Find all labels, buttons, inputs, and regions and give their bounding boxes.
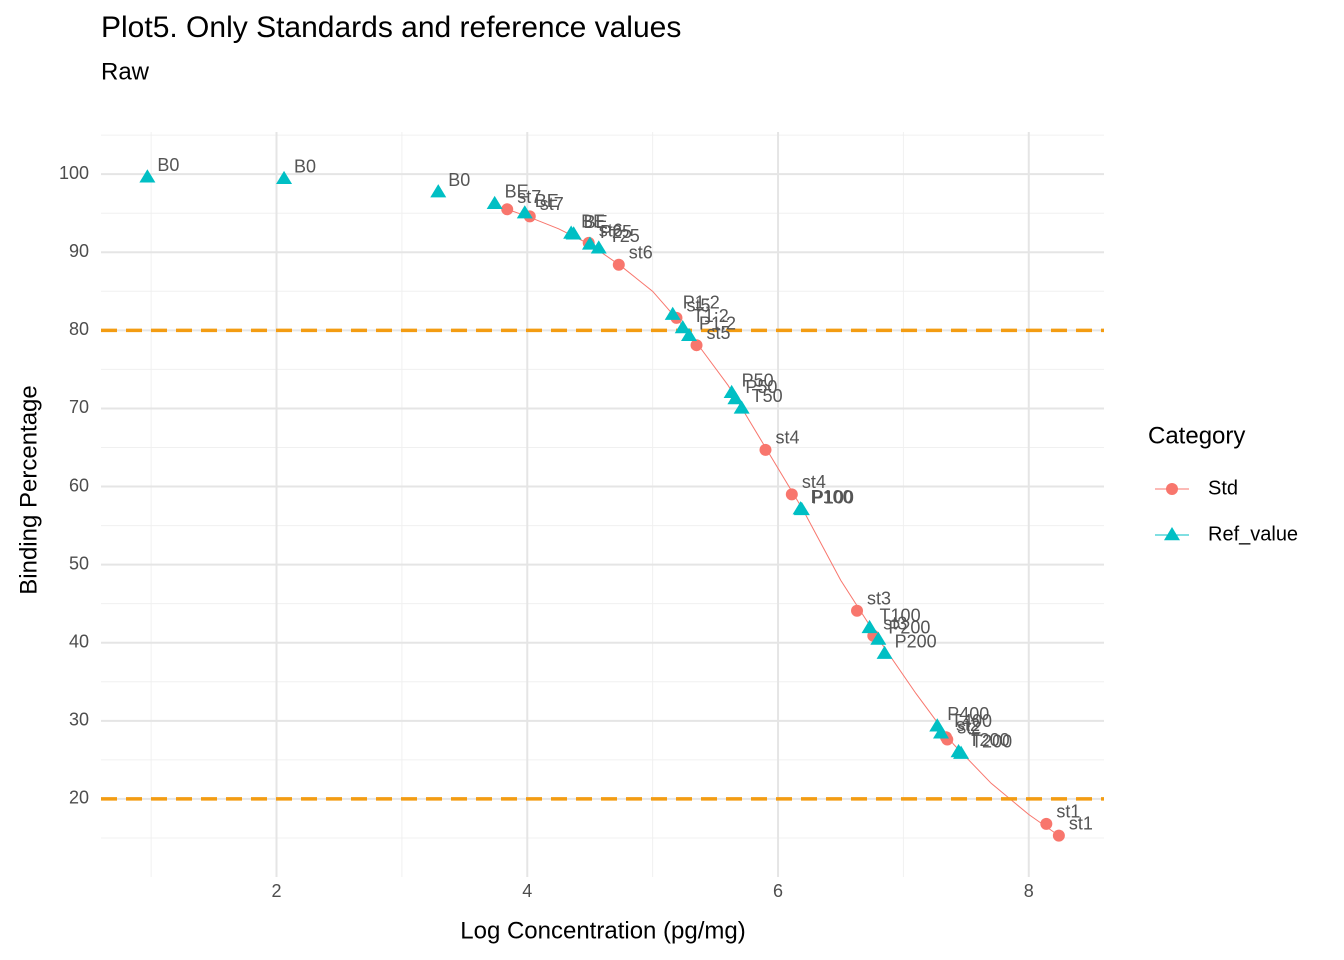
data-point — [681, 327, 698, 342]
point-label: B0 — [448, 170, 470, 190]
point-label: st3 — [883, 613, 907, 633]
point-label: P400 — [947, 704, 989, 724]
data-point — [690, 339, 703, 352]
y-tick-label: 70 — [69, 397, 89, 417]
point-label: P50 — [742, 371, 774, 391]
data-point — [581, 236, 598, 250]
point-label: T50 — [752, 386, 783, 406]
data-point — [861, 619, 878, 634]
data-point — [139, 169, 156, 183]
point-label: B0 — [157, 155, 179, 175]
data-point — [733, 400, 750, 414]
data-point — [664, 306, 681, 320]
point-label: P1:2 — [683, 292, 720, 312]
data-point — [430, 184, 447, 198]
point-label: P200 — [888, 617, 930, 637]
point-label: st1 — [1056, 802, 1080, 822]
point-label: st6 — [599, 221, 623, 241]
point-label: P25 — [600, 222, 632, 242]
point-label: st1 — [1069, 813, 1093, 833]
data-point — [1052, 829, 1065, 842]
point-label: st2 — [957, 717, 981, 737]
data-point — [590, 240, 607, 254]
legend-label: Ref_value — [1208, 523, 1298, 545]
point-label: P50 — [745, 377, 777, 397]
y-tick-label: 20 — [69, 788, 89, 808]
point-label: st6 — [629, 243, 653, 263]
point-label: st3 — [867, 588, 891, 608]
point-label: st7 — [540, 194, 564, 214]
data-point — [870, 631, 887, 645]
y-tick-label: 60 — [69, 475, 89, 495]
point-label: P100 — [811, 487, 853, 507]
data-point — [785, 488, 798, 501]
point-label: T400 — [951, 711, 992, 731]
y-tick-label: 80 — [69, 319, 89, 339]
point-label: st5 — [686, 296, 710, 316]
point-label: st4 — [802, 472, 826, 492]
point-label: BE — [535, 191, 559, 211]
point-label: P1:2 — [699, 314, 736, 334]
data-point — [565, 226, 582, 240]
point-label: BE — [581, 211, 605, 231]
point-label: P200 — [895, 631, 937, 651]
point-label: T25 — [609, 226, 640, 246]
point-label: T1:2 — [693, 306, 729, 326]
chart-title: Plot5. Only Standards and reference valu… — [101, 11, 681, 44]
y-tick-label: 50 — [69, 553, 89, 573]
data-point — [953, 745, 970, 759]
data-point — [727, 391, 744, 405]
point-label: st7 — [517, 187, 541, 207]
y-tick-label: 90 — [69, 241, 89, 261]
data-point — [851, 604, 864, 617]
data-point — [516, 205, 533, 219]
y-tick-label: 40 — [69, 631, 89, 651]
data-point — [1040, 817, 1053, 830]
point-label: T200 — [969, 730, 1010, 750]
data-point — [674, 320, 691, 334]
point-label: st5 — [707, 323, 731, 343]
data-point — [876, 645, 893, 659]
x-axis-title: Log Concentration (pg/mg) — [460, 917, 746, 944]
point-label: BE — [584, 212, 608, 232]
x-tick-label: 6 — [773, 881, 783, 901]
point-label: BE — [505, 182, 529, 202]
x-tick-label: 8 — [1024, 881, 1034, 901]
x-tick-label: 2 — [272, 881, 282, 901]
point-label: T100 — [880, 606, 921, 626]
y-axis-title: Binding Percentage — [15, 385, 42, 594]
data-point — [759, 443, 772, 456]
data-point — [276, 170, 293, 185]
x-tick-label: 4 — [522, 881, 532, 901]
point-label: T200 — [971, 731, 1012, 751]
chart-subtitle: Raw — [101, 58, 150, 85]
legend-label: Std — [1208, 477, 1238, 499]
point-label: st4 — [775, 428, 799, 448]
data-point — [501, 203, 514, 216]
point-label: st2 — [956, 715, 980, 735]
data-point — [933, 725, 950, 739]
data-point — [486, 195, 503, 210]
legend-title: Category — [1148, 422, 1245, 449]
y-tick-label: 100 — [59, 163, 89, 183]
legend-key — [1164, 527, 1180, 541]
legend-key — [1166, 483, 1178, 495]
data-point — [793, 501, 810, 516]
point-label: P100 — [812, 488, 854, 508]
y-tick-label: 30 — [69, 710, 89, 730]
data-point — [612, 258, 625, 271]
point-label: B0 — [294, 157, 316, 177]
